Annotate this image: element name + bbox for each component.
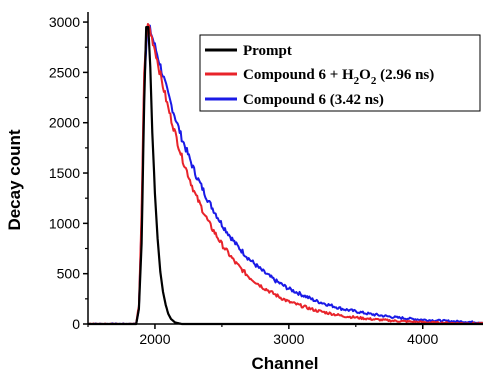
x-tick-label: 2000	[139, 331, 170, 347]
y-tick-label: 0	[72, 316, 80, 332]
y-tick-label: 1500	[49, 165, 80, 181]
y-axis-title: Decay count	[5, 129, 24, 230]
ticks: 2000 3000 4000 0 500 1000 1500 2000 2500 3000	[49, 14, 439, 347]
y-tick-label: 500	[57, 266, 81, 282]
legend-box	[199, 34, 481, 112]
legend-label-1: Compound 6 + H2O2 (2.96 ns)	[243, 67, 434, 87]
legend: Prompt Compound 6 + H2O2 (2.96 ns) Compoun…	[199, 34, 481, 112]
y-tick-label: 3000	[49, 14, 80, 30]
x-axis-title: Channel	[251, 354, 318, 373]
x-tick-label: 3000	[273, 331, 304, 347]
legend-label-2: Compound 6 (3.42 ns)	[243, 92, 384, 108]
axes	[87, 12, 483, 325]
x-tick-label: 4000	[407, 331, 438, 347]
legend-label-0: Prompt	[243, 43, 292, 59]
y-tick-label: 2000	[49, 115, 80, 131]
y-tick-label: 1000	[49, 215, 80, 231]
y-tick-label: 2500	[49, 64, 80, 80]
series-line-1	[88, 23, 483, 325]
